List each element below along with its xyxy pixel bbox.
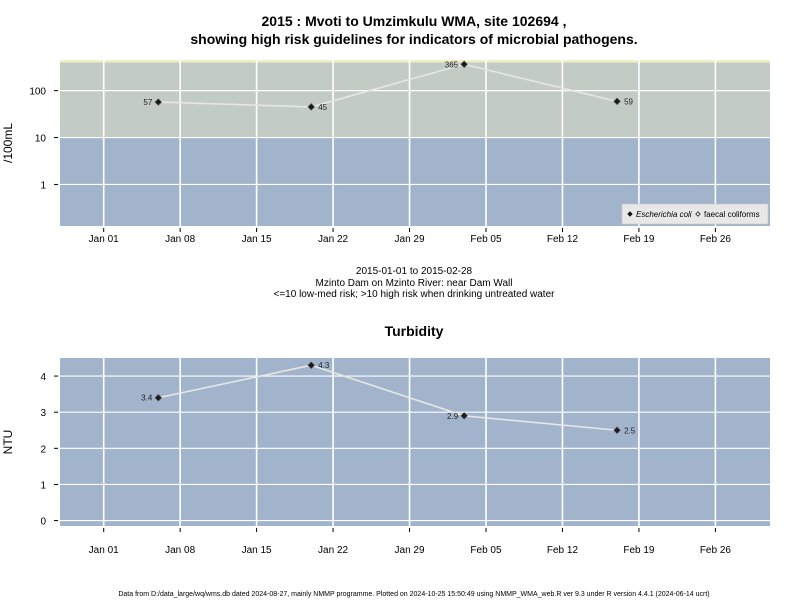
- y-tick-label: 1: [40, 480, 46, 491]
- x-tick-label: Jan 15: [242, 234, 272, 245]
- x-tick-label: Jan 01: [89, 545, 119, 556]
- data-label: 365: [445, 60, 459, 69]
- x-tick-label: Jan 08: [165, 234, 195, 245]
- x-tick-label: Jan 22: [318, 234, 348, 245]
- footer-data-source: Data from D:/data_large/wq/wms.db dated …: [118, 591, 709, 598]
- data-point: [154, 98, 163, 106]
- y-axis-label: /100mL: [1, 123, 15, 163]
- x-tick-label: Feb 26: [700, 545, 732, 556]
- x-tick-label: Jan 29: [395, 545, 425, 556]
- x-tick-label: Jan 08: [165, 545, 195, 556]
- risk-band-1: [60, 62, 770, 138]
- x-tick-label: Jan 15: [242, 545, 272, 556]
- figure-title-line1: 2015 : Mvoti to Umzimkulu WMA, site 1026…: [262, 13, 567, 29]
- y-tick-label: 4: [40, 372, 46, 383]
- y-tick-label: 10: [35, 134, 47, 145]
- chart-subtitle-guideline: <=10 low-med risk; >10 high risk when dr…: [274, 289, 556, 300]
- data-point: [154, 394, 163, 402]
- figure-title-line2: showing high risk guidelines for indicat…: [190, 31, 637, 47]
- y-tick-label: 2: [40, 444, 46, 455]
- data-label: 57: [143, 98, 152, 107]
- data-point: [307, 361, 315, 369]
- data-label: 59: [624, 97, 633, 106]
- x-tick-label: Feb 12: [547, 545, 579, 556]
- y-tick-label: 0: [40, 517, 46, 528]
- data-point: [613, 426, 621, 434]
- chart-subtitle-date-range: 2015-01-01 to 2015-02-28: [356, 266, 473, 277]
- data-point: [307, 103, 315, 111]
- turbidity-chart-title: Turbidity: [385, 323, 444, 339]
- data-label: 2.9: [447, 412, 459, 421]
- x-tick-label: Feb 26: [700, 234, 732, 245]
- y-tick-label: 1: [40, 180, 46, 191]
- legend-marker: [627, 211, 633, 217]
- x-tick-label: Feb 12: [547, 234, 579, 245]
- data-point: [460, 412, 468, 420]
- microbial-chart-panel: Jan 01 Jan 08 Jan 15 Jan 22 Jan 29 Feb 05 Feb …: [1, 60, 770, 245]
- x-tick-label: Feb 19: [623, 545, 655, 556]
- y-axis-label: NTU: [1, 430, 15, 455]
- legend-box: [621, 203, 769, 225]
- x-tick-label: Jan 01: [89, 234, 119, 245]
- data-label: 4.3: [318, 361, 330, 370]
- data-point: [460, 60, 468, 68]
- legend-marker: [695, 211, 701, 217]
- chart-subtitle-site: Mzinto Dam on Mzinto River: near Dam Wal…: [316, 278, 513, 289]
- data-label: 3.4: [141, 394, 153, 403]
- data-label: 45: [318, 103, 327, 112]
- series-line: [158, 364, 618, 432]
- risk-band-2: [60, 60, 770, 63]
- series-line: [158, 63, 618, 108]
- legend-label: Escherichia coli: [636, 210, 692, 219]
- y-tick-label: 3: [40, 408, 46, 419]
- plot-background: [60, 358, 770, 526]
- x-tick-label: Feb 05: [470, 234, 502, 245]
- x-tick-label: Feb 19: [623, 234, 655, 245]
- data-label: 2.5: [624, 426, 636, 435]
- x-tick-label: Feb 05: [470, 545, 502, 556]
- y-tick-label: 100: [29, 87, 46, 98]
- legend-label: faecal coliforms: [704, 210, 760, 219]
- data-point: [613, 97, 621, 106]
- turbidity-chart-panel: Jan 01 Jan 08 Jan 15 Jan 22 Jan 29 Feb 05 Feb …: [1, 358, 770, 556]
- x-tick-label: Jan 22: [318, 545, 348, 556]
- x-tick-label: Jan 29: [395, 234, 425, 245]
